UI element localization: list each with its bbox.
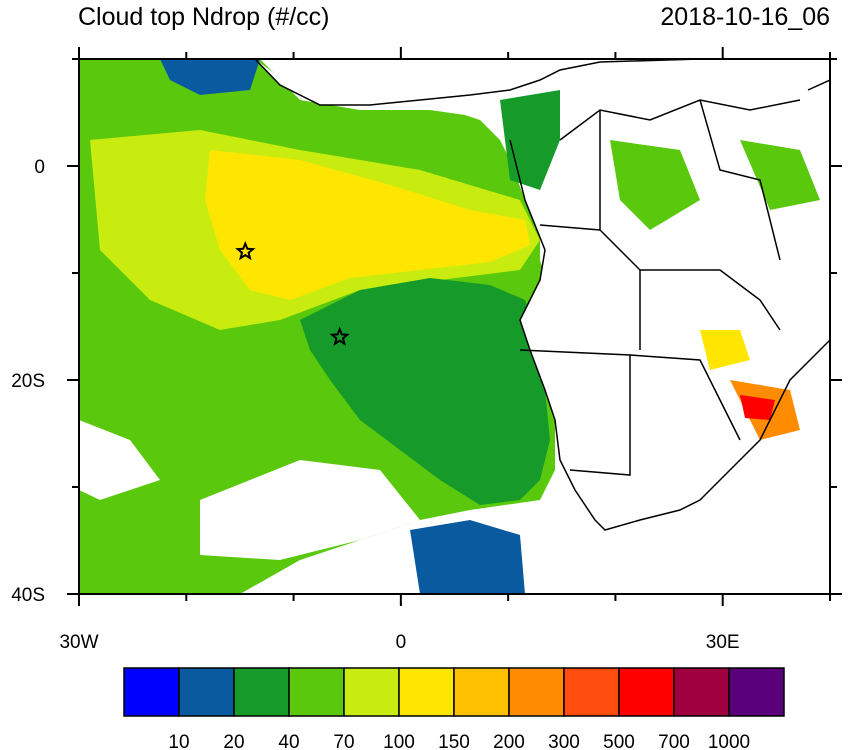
colorbar-label: 20 xyxy=(223,732,244,750)
land-cloud-central xyxy=(500,90,560,190)
colorbar-swatch xyxy=(563,667,620,717)
colorbar-swatch xyxy=(618,667,675,717)
colorbar-label: 150 xyxy=(438,732,470,750)
clear-gap-southwest xyxy=(79,420,160,500)
colorbar-label: 1000 xyxy=(708,732,750,750)
colorbar-label: 300 xyxy=(548,732,580,750)
coastlines xyxy=(254,59,830,531)
x-tick-label: 0 xyxy=(396,632,407,653)
axis-ticks: 30W 0 30E 0 20S 40S xyxy=(11,47,842,653)
map-frame xyxy=(78,58,831,595)
colorbar-swatch xyxy=(453,667,510,717)
map-field xyxy=(79,59,830,594)
x-tick-label: 30W xyxy=(59,632,98,653)
colorbar-label: 40 xyxy=(278,732,299,750)
colorbar-label: 10 xyxy=(168,732,189,750)
cloud-field-yellow xyxy=(205,150,530,300)
x-tick-label: 30E xyxy=(706,632,740,653)
plot-timestamp: 2018-10-16_06 xyxy=(660,3,830,31)
markers xyxy=(235,240,350,346)
colorbar-swatch xyxy=(508,667,565,717)
y-tick-label: 40S xyxy=(11,585,45,606)
colorbar-swatch xyxy=(673,667,730,717)
colorbar-swatch xyxy=(233,667,290,717)
land-cloud-se-yellow xyxy=(700,330,750,370)
colorbar-swatch xyxy=(123,667,180,717)
clear-gap-south xyxy=(200,460,420,560)
land-cloud-se-red xyxy=(740,395,775,420)
colorbar-swatch xyxy=(343,667,400,717)
colorbar: 10 20 40 70 100 150 200 300 500 700 1000 xyxy=(123,667,785,750)
colorbar-label: 100 xyxy=(383,732,415,750)
cloud-field-dark-green xyxy=(300,278,550,505)
star-marker xyxy=(329,326,350,346)
land-cloud-east xyxy=(610,140,700,230)
land-cloud-ne xyxy=(740,140,820,210)
plot-title: Cloud top Ndrop (#/cc) xyxy=(78,3,330,31)
colorbar-label: 500 xyxy=(603,732,635,750)
colorbar-swatch xyxy=(728,667,785,717)
cloud-field-blue-north xyxy=(160,59,260,95)
y-tick-label: 0 xyxy=(34,157,45,178)
colorbar-label: 70 xyxy=(333,732,354,750)
madagascar xyxy=(805,80,830,180)
colorbar-label: 700 xyxy=(658,732,690,750)
y-tick-label: 20S xyxy=(11,371,45,392)
colorbar-swatch xyxy=(178,667,235,717)
colorbar-swatch xyxy=(288,667,345,717)
cloud-field-blue-south xyxy=(410,520,525,594)
colorbar-swatch xyxy=(398,667,455,717)
star-marker xyxy=(235,240,256,261)
colorbar-label: 200 xyxy=(493,732,525,750)
